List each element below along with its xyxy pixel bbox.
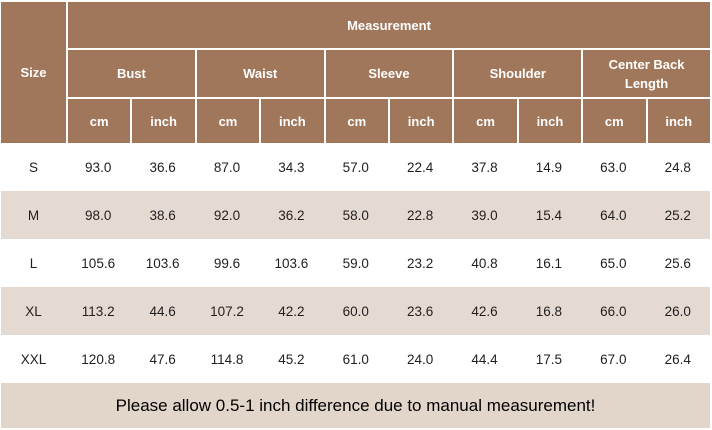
value-cell: 45.2 [259,335,324,383]
size-label: XXL [1,335,66,383]
note-row: Please allow 0.5-1 inch difference due t… [1,383,710,428]
value-cell: 39.0 [452,191,517,239]
value-cell: 63.0 [581,143,646,191]
value-cell: 22.8 [387,191,453,239]
value-cell: 47.6 [130,335,195,383]
unit-header-waist-cm: cm [194,99,260,143]
unit-header-sleeve-cm: cm [323,99,388,143]
unit-header-center-back-length-inch: inch [645,99,710,143]
col-header-sleeve-label: Sleeve [368,66,410,81]
value-cell: 40.8 [452,239,517,287]
value-cell: 26.4 [645,335,710,383]
value-cell: 87.0 [194,143,260,191]
value-cell: 60.0 [323,287,388,335]
table-row-l: L 105.6 103.6 99.6 103.6 59.0 23.2 40.8 … [1,239,710,287]
table-row-xxl: XXL 120.8 47.6 114.8 45.2 61.0 24.0 44.4… [1,335,710,383]
measurement-note: Please allow 0.5-1 inch difference due t… [1,383,710,428]
value-cell: 105.6 [66,239,131,287]
size-label: M [1,191,66,239]
col-header-shoulder: Shoulder [452,50,582,99]
unit-header-sleeve-inch: inch [387,99,453,143]
col-header-waist: Waist [194,50,324,99]
value-cell: 26.0 [645,287,710,335]
value-cell: 24.8 [645,143,710,191]
col-header-bust: Bust [66,50,195,99]
value-cell: 64.0 [581,191,646,239]
value-cell: 14.9 [516,143,582,191]
value-cell: 15.4 [516,191,582,239]
value-cell: 37.8 [452,143,517,191]
value-cell: 42.2 [259,287,324,335]
value-cell: 44.4 [452,335,517,383]
value-cell: 65.0 [581,239,646,287]
header-row-measurement: Size Measurement [1,2,710,143]
col-header-shoulder-label: Shoulder [489,66,546,81]
value-cell: 61.0 [323,335,388,383]
value-cell: 93.0 [66,143,131,191]
value-cell: 22.4 [387,143,453,191]
col-header-bust-label: Bust [116,66,146,81]
header-row-units: cm inch cm inch cm inch cm inch cm inch [1,99,710,143]
value-cell: 103.6 [259,239,324,287]
col-header-center-back-length-label: Center Back Length [608,56,685,91]
value-cell: 98.0 [66,191,131,239]
header-row-groups: Bust Waist Sleeve Shoulder Center Back L… [1,50,710,99]
value-cell: 42.6 [452,287,517,335]
table-row-s: S 93.0 36.6 87.0 34.3 57.0 22.4 37.8 14.… [1,143,710,191]
unit-header-shoulder-inch: inch [516,99,582,143]
value-cell: 113.2 [66,287,131,335]
value-cell: 38.6 [130,191,195,239]
value-cell: 34.3 [259,143,324,191]
value-cell: 92.0 [194,191,260,239]
col-header-center-back-length: Center Back Length [581,50,710,99]
value-cell: 66.0 [581,287,646,335]
value-cell: 36.6 [130,143,195,191]
value-cell: 16.1 [516,239,582,287]
value-cell: 107.2 [194,287,260,335]
table-row-xl: XL 113.2 44.6 107.2 42.2 60.0 23.6 42.6 … [1,287,710,335]
value-cell: 23.2 [387,239,453,287]
value-cell: 36.2 [259,191,324,239]
value-cell: 57.0 [323,143,388,191]
col-header-sleeve: Sleeve [323,50,453,99]
value-cell: 58.0 [323,191,388,239]
group-header-measurement: Measurement [66,2,710,50]
unit-header-shoulder-cm: cm [452,99,517,143]
value-cell: 99.6 [194,239,260,287]
value-cell: 25.6 [645,239,710,287]
value-cell: 17.5 [516,335,582,383]
unit-header-center-back-length-cm: cm [581,99,646,143]
size-label: L [1,239,66,287]
value-cell: 114.8 [194,335,260,383]
table-row-m: M 98.0 38.6 92.0 36.2 58.0 22.8 39.0 15.… [1,191,710,239]
unit-header-waist-inch: inch [259,99,324,143]
size-label: S [1,143,66,191]
value-cell: 16.8 [516,287,582,335]
unit-header-bust-cm: cm [66,99,131,143]
value-cell: 67.0 [581,335,646,383]
value-cell: 25.2 [645,191,710,239]
corner-header-size: Size [1,2,66,143]
value-cell: 59.0 [323,239,388,287]
unit-header-bust-inch: inch [130,99,195,143]
value-cell: 44.6 [130,287,195,335]
value-cell: 103.6 [130,239,195,287]
col-header-waist-label: Waist [243,66,278,81]
value-cell: 24.0 [387,335,453,383]
value-cell: 120.8 [66,335,131,383]
value-cell: 23.6 [387,287,453,335]
size-label: XL [1,287,66,335]
